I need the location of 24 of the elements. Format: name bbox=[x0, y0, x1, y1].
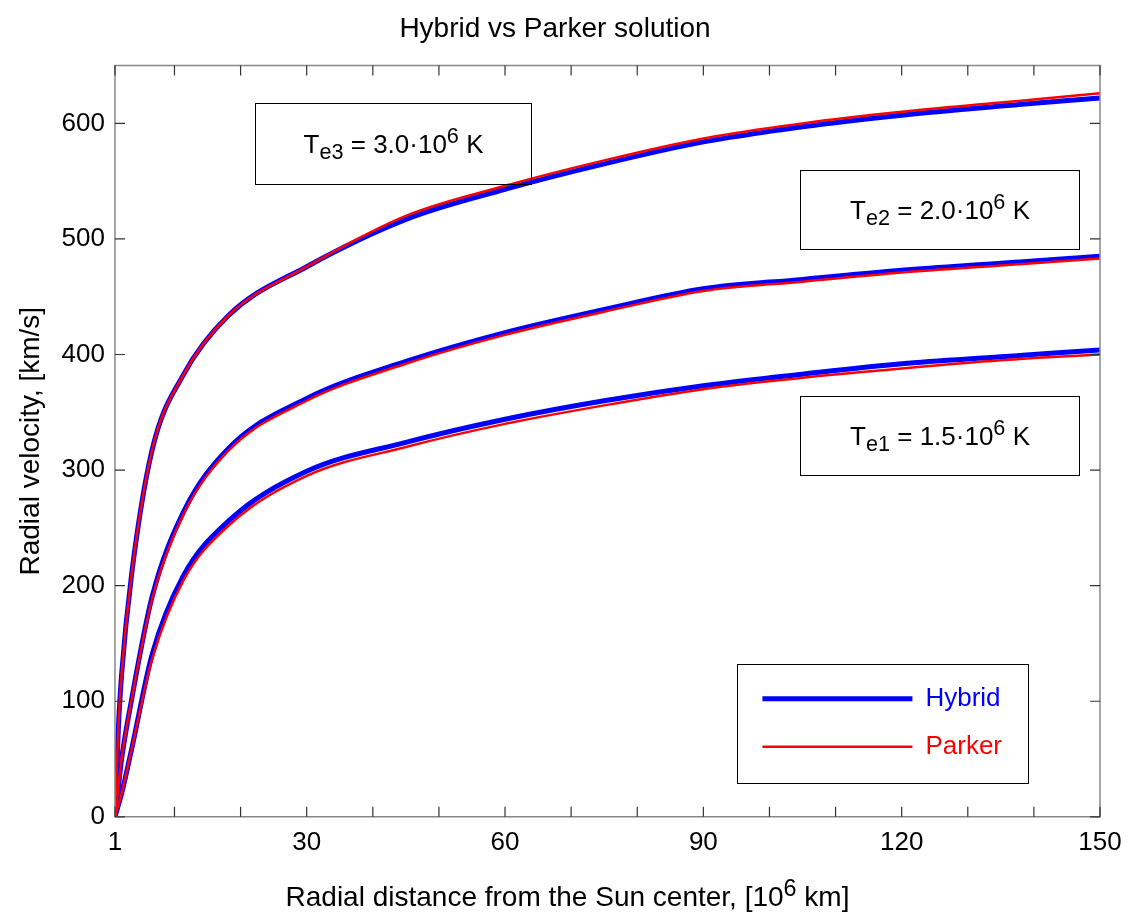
y-tick-label: 300 bbox=[61, 453, 105, 484]
annotation: T$_{e1}$ = 1.5·10$^{6}$ K bbox=[850, 415, 1030, 457]
y-tick-label: 100 bbox=[61, 684, 105, 715]
chart-title: Hybrid vs Parker solution bbox=[399, 11, 711, 43]
x-tick-label: 150 bbox=[1078, 825, 1122, 856]
y-tick-label: 200 bbox=[61, 568, 105, 599]
y-tick-label: 600 bbox=[61, 106, 105, 137]
text: Hybrid bbox=[925, 681, 1001, 712]
label-frame: T$_{e2}$ = 2.0·10$^{6}$ K bbox=[800, 170, 1080, 250]
x-tick-label: 1 bbox=[107, 825, 123, 856]
x-tick-label: 120 bbox=[879, 825, 924, 856]
y-tick-label: 400 bbox=[61, 337, 105, 368]
y-axis-title: Radial velocity, [km/s] bbox=[13, 306, 45, 576]
text: Parker bbox=[925, 729, 1003, 760]
x-tick-label: 60 bbox=[490, 825, 520, 856]
x-tick-label: 90 bbox=[688, 825, 718, 856]
y-tick-label: 500 bbox=[61, 222, 105, 253]
annotation: T$_{e3}$ = 3.0·10$^{6}$ K bbox=[303, 123, 484, 165]
label-frame: T$_{e3}$ = 3.0·10$^{6}$ K bbox=[255, 103, 532, 185]
annotation: T$_{e2}$ = 2.0·10$^{6}$ K bbox=[850, 189, 1030, 231]
x-tick-label: 30 bbox=[292, 825, 322, 856]
x-axis-title: Radial distance from the Sun center, [10$^{6}$ km] bbox=[284, 875, 851, 914]
label-frame: T$_{e1}$ = 1.5·10$^{6}$ K bbox=[800, 396, 1080, 476]
y-tick-label: 0 bbox=[90, 799, 105, 830]
